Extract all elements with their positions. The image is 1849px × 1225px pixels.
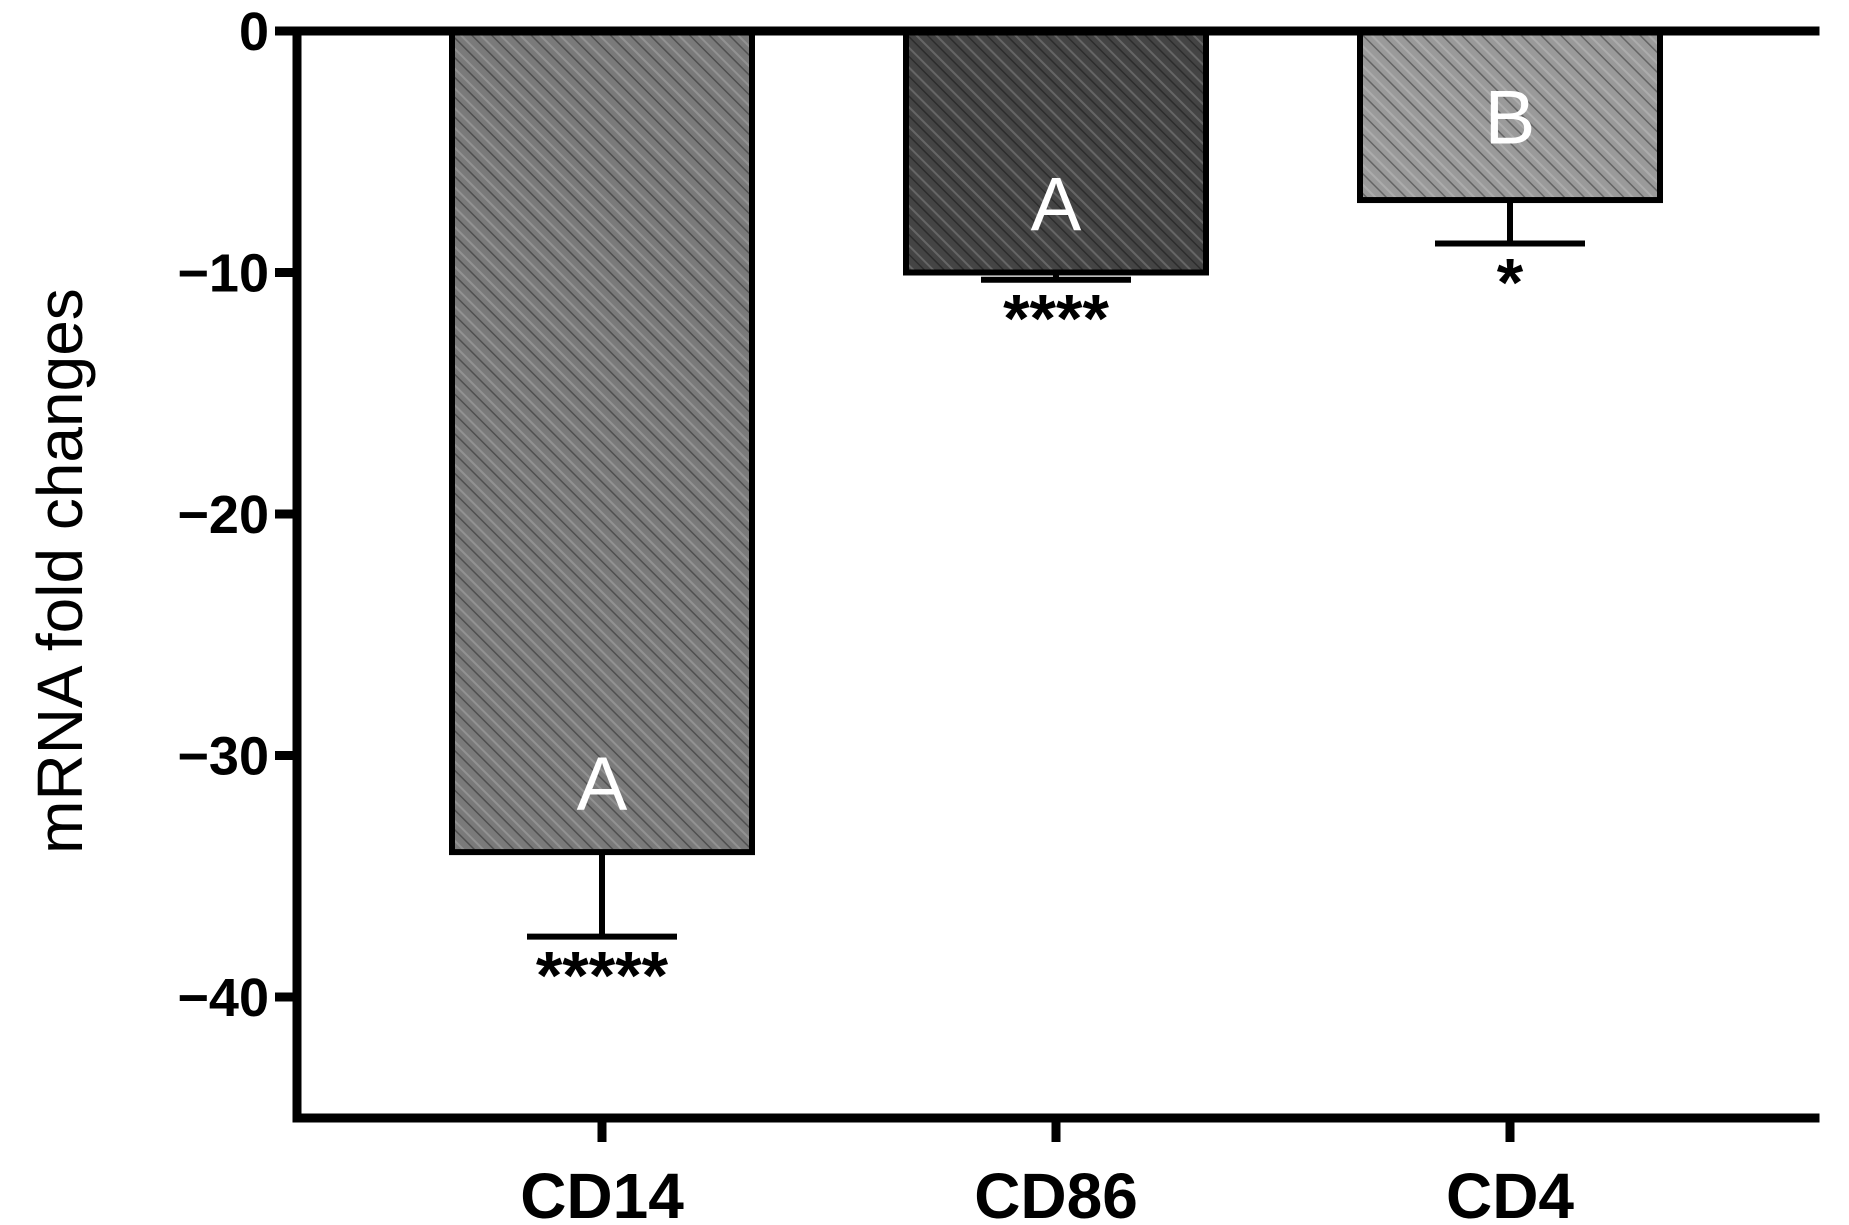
y-tick-label: −10	[177, 244, 269, 304]
bar-hatch	[455, 31, 749, 850]
x-category-label: CD14	[520, 1160, 684, 1225]
significance-label: ****	[1003, 281, 1109, 357]
group-letter: A	[1031, 163, 1082, 248]
group-letter: B	[1485, 76, 1536, 161]
x-category-label: CD4	[1446, 1160, 1574, 1225]
y-tick-label: 0	[239, 2, 269, 62]
x-category-label: CD86	[974, 1160, 1138, 1225]
bars-layer: A ***** A **** B *	[449, 28, 1663, 1014]
ticks-layer: 0 −10 −20 −30 −40 CD14 CD86 CD4	[177, 2, 1574, 1225]
y-tick-label: −40	[177, 968, 269, 1028]
y-tick-label: −30	[177, 727, 269, 787]
significance-label: *	[1497, 245, 1524, 321]
bar-hatch	[909, 31, 1203, 270]
significance-label: *****	[536, 938, 669, 1014]
bar-hatch	[1363, 31, 1657, 198]
y-axis-title: mRNA fold changes	[24, 288, 96, 854]
y-tick-label: −20	[177, 485, 269, 545]
group-letter: A	[577, 742, 628, 827]
